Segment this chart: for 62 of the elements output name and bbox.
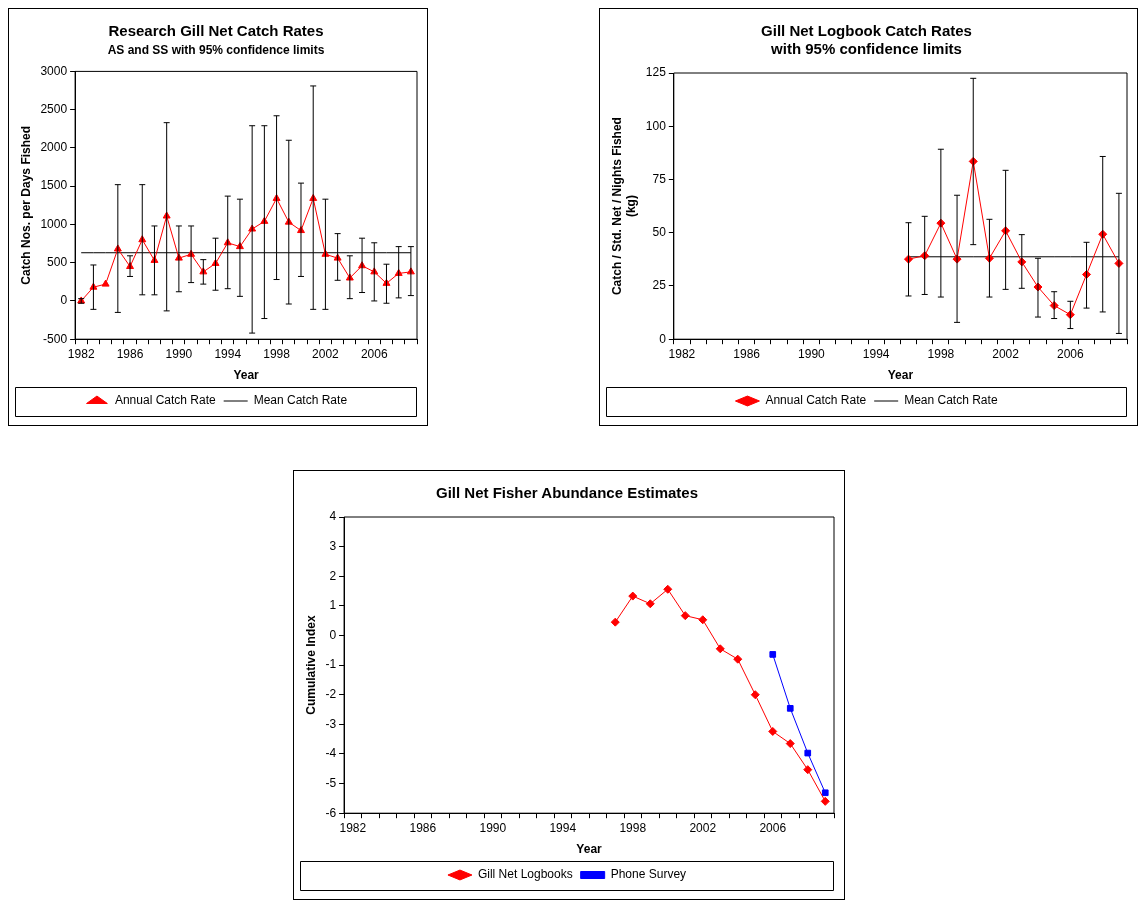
y-tick-label: 0 bbox=[659, 331, 667, 346]
y-tick-label: 50 bbox=[652, 225, 667, 240]
y-tick-label: 125 bbox=[645, 65, 667, 80]
x-tick-label: 1994 bbox=[549, 820, 577, 835]
y-tick-label: -6 bbox=[325, 805, 337, 820]
chart-title: Gill Net Logbook Catch Rates with 95% confidence limits bbox=[761, 22, 972, 58]
y-tick-label: 2000 bbox=[40, 140, 68, 155]
y-tick-label: 1 bbox=[329, 598, 337, 613]
y-tick-label: 3 bbox=[329, 538, 337, 553]
y-tick-label: 25 bbox=[652, 278, 667, 293]
y-tick-label: 75 bbox=[652, 171, 667, 186]
y-tick-label: 3000 bbox=[40, 63, 68, 78]
x-tick-label: 2002 bbox=[312, 346, 340, 361]
y-tick-label: -1 bbox=[325, 657, 337, 672]
y-tick-label: -5 bbox=[325, 775, 337, 790]
chart-title: Research Gill Net Catch Rates bbox=[108, 22, 324, 40]
x-tick-label: 1986 bbox=[733, 346, 761, 361]
x-tick-label: 2002 bbox=[689, 820, 717, 835]
y-axis-title: Cumulative Index bbox=[303, 615, 318, 715]
chart-title: Gill Net Fisher Abundance Estimates bbox=[435, 484, 699, 502]
y-axis-title: Catch Nos. per Days Fished bbox=[18, 125, 33, 285]
y-axis-title: Catch / Std. Net / Nights Fished (kg) bbox=[609, 117, 638, 296]
x-tick-label: 2006 bbox=[1057, 346, 1085, 361]
legend-label: Phone Survey bbox=[610, 867, 687, 882]
x-tick-label: 1994 bbox=[214, 346, 242, 361]
y-tick-label: -2 bbox=[325, 687, 337, 702]
legend-label: Annual Catch Rate bbox=[765, 393, 867, 408]
x-axis-title: Year bbox=[576, 842, 603, 857]
y-tick-label: 500 bbox=[47, 255, 68, 269]
x-tick-label: 1998 bbox=[263, 346, 291, 361]
y-tick-label: 2 bbox=[329, 568, 337, 583]
legend-label: Annual Catch Rate bbox=[114, 393, 216, 408]
x-tick-label: 1990 bbox=[479, 820, 507, 835]
legend-label: Mean Catch Rate bbox=[904, 393, 998, 408]
chart-subtitle: AS and SS with 95% confidence limits bbox=[107, 42, 325, 57]
x-tick-label: 1982 bbox=[668, 346, 696, 361]
x-tick-label: 2006 bbox=[759, 820, 787, 835]
y-tick-label: 2500 bbox=[40, 101, 68, 116]
y-tick-label: 1000 bbox=[40, 216, 68, 231]
x-tick-label: 1986 bbox=[409, 820, 437, 835]
y-tick-label: -500 bbox=[43, 331, 68, 346]
y-tick-label: 0 bbox=[329, 627, 337, 642]
y-tick-label: 0 bbox=[60, 293, 68, 308]
x-tick-label: 1990 bbox=[165, 346, 193, 361]
y-tick-label: 1500 bbox=[40, 178, 68, 193]
x-tick-label: 1994 bbox=[862, 346, 890, 361]
x-tick-label: 1998 bbox=[927, 346, 955, 361]
y-tick-label: 4 bbox=[329, 509, 337, 524]
y-tick-label: -3 bbox=[325, 716, 337, 731]
x-tick-label: 2006 bbox=[360, 346, 388, 361]
y-tick-label: -4 bbox=[325, 746, 337, 761]
legend-label: Gill Net Logbooks bbox=[477, 867, 573, 882]
y-tick-label: 100 bbox=[645, 118, 667, 133]
x-tick-label: 2002 bbox=[992, 346, 1020, 361]
x-tick-label: 1982 bbox=[339, 820, 367, 835]
x-axis-title: Year bbox=[887, 368, 914, 383]
x-tick-label: 1986 bbox=[116, 346, 144, 361]
x-tick-label: 1990 bbox=[798, 346, 826, 361]
x-axis-title: Year bbox=[233, 368, 260, 383]
x-tick-label: 1998 bbox=[619, 820, 647, 835]
legend-label: Mean Catch Rate bbox=[253, 393, 348, 408]
x-tick-label: 1982 bbox=[67, 346, 95, 361]
